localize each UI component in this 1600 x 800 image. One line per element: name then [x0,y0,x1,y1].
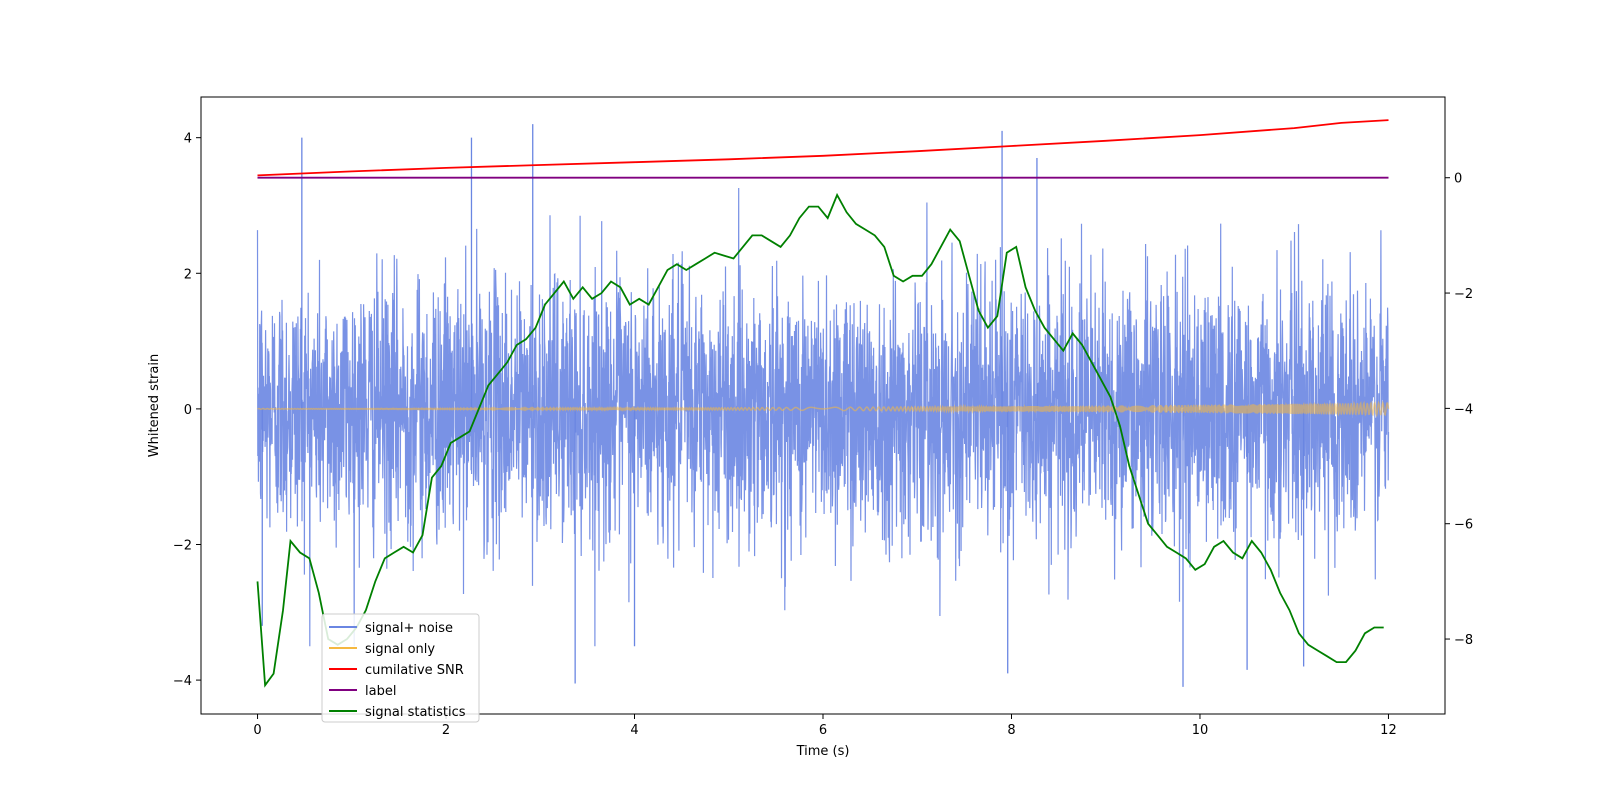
right-axis-series [256,119,1389,688]
y-tick-label: 4 [184,132,192,147]
y2-tick-label: −4 [1454,402,1473,417]
y-axis-ticks: −4 −2 0 2 4 [173,132,201,689]
snr-line [257,119,1389,177]
y2-axis-ticks: −8 −6 −4 −2 0 [1445,172,1473,648]
y2-tick-label: −6 [1454,518,1473,533]
signal-statistics-line [256,192,1384,688]
y2-tick-label: 0 [1454,172,1462,187]
y-tick-label: 0 [184,403,192,418]
y2-tick-label: −8 [1454,633,1473,648]
y-tick-label: −2 [173,538,192,553]
legend-entry: cumilative SNR [365,663,464,678]
x-tick-label: 8 [1007,723,1015,738]
legend-box [321,613,480,723]
x-tick-label: 10 [1192,723,1209,738]
x-tick-label: 0 [253,723,261,738]
legend: signal+ noise signal only cumilative SNR la… [321,613,480,723]
signal-only-series [257,400,1390,418]
signal-only-line [257,400,1390,418]
x-tick-label: 6 [819,723,827,738]
y-tick-label: −4 [173,674,192,689]
x-tick-label: 12 [1380,723,1397,738]
legend-entry: signal statistics [365,705,466,720]
x-tick-label: 2 [442,723,450,738]
legend-entry: signal+ noise [365,621,453,636]
x-axis-label: Time (s) [796,744,850,759]
y-axis-label: Whitened strain [147,354,162,457]
legend-entry: label [365,684,396,699]
legend-entry: signal only [365,642,435,657]
y2-tick-label: −2 [1454,287,1473,302]
y-tick-label: 2 [184,267,192,282]
x-axis-ticks: 0 2 4 6 8 10 12 [253,714,1397,738]
signal-noise-line [256,187,1390,647]
x-tick-label: 4 [630,723,638,738]
